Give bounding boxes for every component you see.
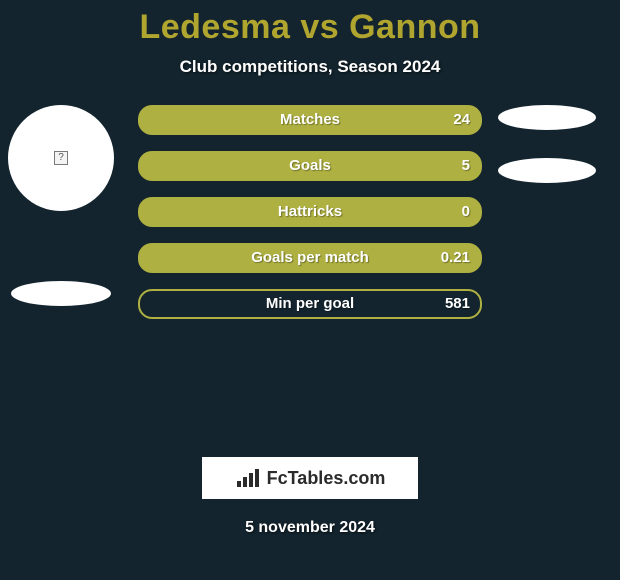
- comparison-container: ? Matches24 Goals5 Hattricks0 Goals per mat…: [0, 105, 620, 445]
- missing-image-icon: ?: [54, 151, 68, 165]
- page-subtitle: Club competitions, Season 2024: [0, 57, 620, 77]
- branding-text: FcTables.com: [267, 468, 386, 489]
- page-title: Ledesma vs Gannon: [0, 0, 620, 47]
- stat-bar: Goals5: [138, 151, 482, 181]
- stat-bar: Min per goal581: [138, 289, 482, 319]
- stat-label: Matches: [140, 107, 480, 133]
- left-player-avatar: ?: [8, 105, 114, 211]
- branding-box[interactable]: FcTables.com: [202, 457, 418, 499]
- stats-list: Matches24 Goals5 Hattricks0 Goals per match…: [138, 105, 482, 335]
- right-player-pill-2: [498, 158, 596, 183]
- right-player-column: [498, 105, 608, 211]
- right-player-pill-1: [498, 105, 596, 130]
- stat-bar: Matches24: [138, 105, 482, 135]
- stat-label: Hattricks: [140, 199, 480, 225]
- stat-bar: Goals per match0.21: [138, 243, 482, 273]
- stat-value: 5: [462, 153, 470, 179]
- stat-value: 24: [453, 107, 470, 133]
- stat-value: 581: [445, 291, 470, 317]
- stat-label: Min per goal: [140, 291, 480, 317]
- stat-value: 0.21: [441, 245, 470, 271]
- stat-label: Goals per match: [140, 245, 480, 271]
- snapshot-date: 5 november 2024: [0, 519, 620, 537]
- left-player-shadow: [11, 281, 111, 306]
- bar-chart-icon: [235, 467, 261, 489]
- stat-bar: Hattricks0: [138, 197, 482, 227]
- stat-label: Goals: [140, 153, 480, 179]
- left-player-column: ?: [8, 105, 123, 306]
- stat-value: 0: [462, 199, 470, 225]
